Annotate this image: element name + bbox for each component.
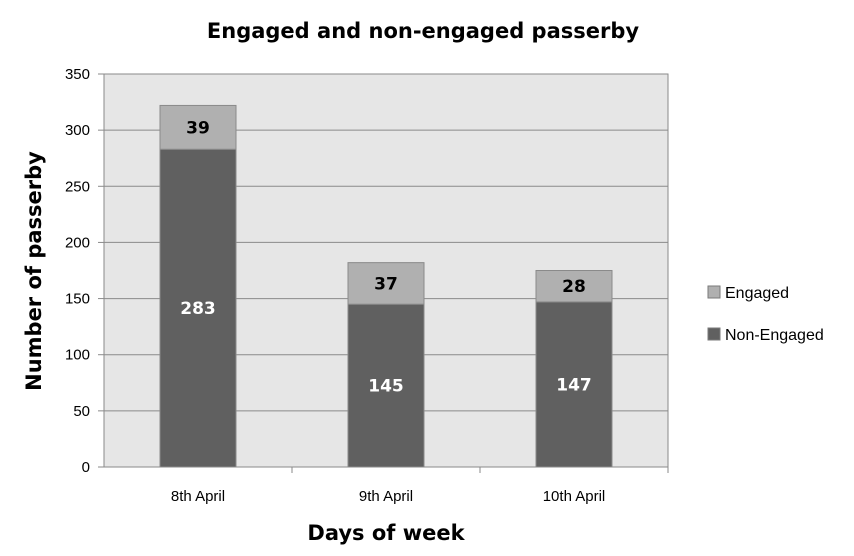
legend-swatch — [707, 327, 721, 341]
data-label: 145 — [368, 377, 404, 397]
x-axis-title: Days of week — [307, 521, 465, 545]
bar-segment-engaged — [347, 262, 425, 305]
y-tick-label: 200 — [65, 234, 90, 251]
data-label: 28 — [562, 277, 586, 297]
x-axis-ticks: 8th April 9th April 10th April — [171, 467, 669, 505]
y-tick-label: 150 — [65, 291, 90, 308]
y-tick-label: 300 — [65, 122, 90, 139]
x-tick-label: 10th April — [543, 488, 606, 505]
legend-swatch — [707, 285, 721, 299]
y-tick-label: 250 — [65, 178, 90, 195]
x-tick-label: 9th April — [359, 488, 413, 505]
bars: 283 39 145 37 147 28 — [159, 104, 613, 468]
bar-segment-engaged — [159, 104, 237, 150]
data-label: 39 — [186, 118, 210, 138]
bar-segment-non-engaged — [347, 303, 425, 468]
legend-label: Non-Engaged — [725, 327, 824, 344]
legend: Engaged Non-Engaged — [707, 285, 824, 344]
y-axis-title: Number of passerby — [22, 151, 46, 391]
bar-segment-non-engaged — [535, 301, 613, 468]
y-tick-label: 50 — [73, 403, 90, 420]
bar-segment-non-engaged — [159, 148, 237, 468]
data-label: 147 — [556, 375, 592, 395]
y-tick-label: 350 — [65, 66, 90, 83]
data-label: 283 — [180, 299, 216, 319]
y-tick-label: 100 — [65, 347, 90, 364]
chart-title: Engaged and non-engaged passerby — [207, 19, 639, 43]
x-tick-label: 8th April — [171, 488, 225, 505]
bar-segment-engaged — [535, 270, 613, 303]
data-label: 37 — [374, 274, 398, 294]
y-tick-label: 0 — [82, 459, 90, 476]
legend-label: Engaged — [725, 285, 789, 302]
y-axis-ticks: 0 50 100 150 200 250 300 350 — [65, 66, 104, 476]
